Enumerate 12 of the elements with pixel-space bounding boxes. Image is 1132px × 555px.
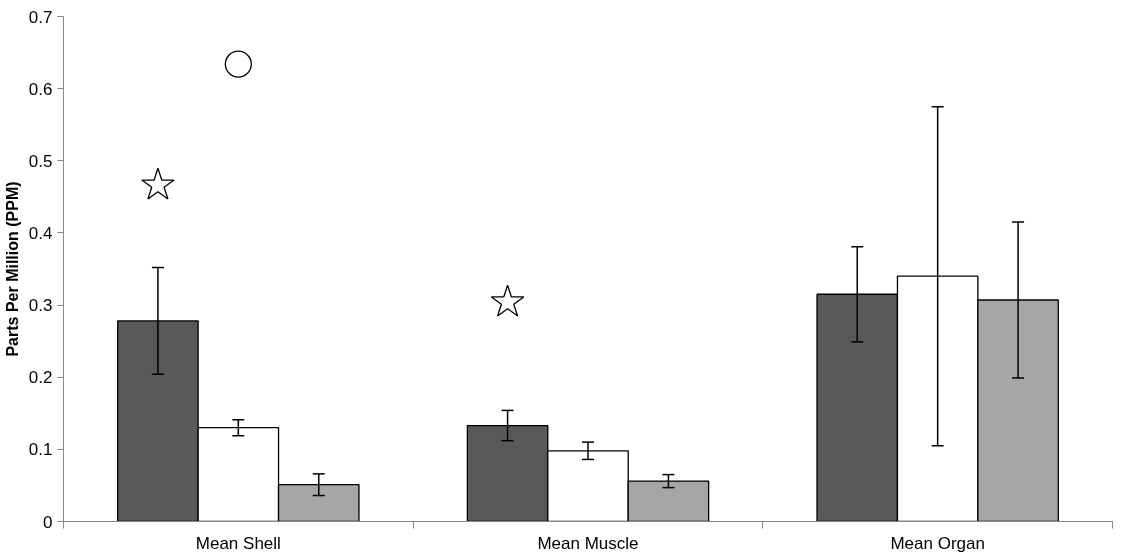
y-axis-title: Parts Per Million (PPM) <box>3 181 21 357</box>
y-tick-label: 0.6 <box>28 79 53 99</box>
x-tick-label: Mean Shell <box>195 533 281 553</box>
y-tick-label: 0.4 <box>28 223 53 243</box>
y-tick-label: 0.3 <box>28 296 53 316</box>
y-tick-label: 0.2 <box>28 368 53 388</box>
y-tick-label: 0.1 <box>28 440 53 460</box>
x-tick-label: Mean Organ <box>890 533 985 553</box>
y-tick-label: 0 <box>43 512 53 532</box>
x-tick-label: Mean Muscle <box>537 533 639 553</box>
y-tick-label: 0.7 <box>28 7 53 27</box>
y-tick-label: 0.5 <box>28 151 53 171</box>
